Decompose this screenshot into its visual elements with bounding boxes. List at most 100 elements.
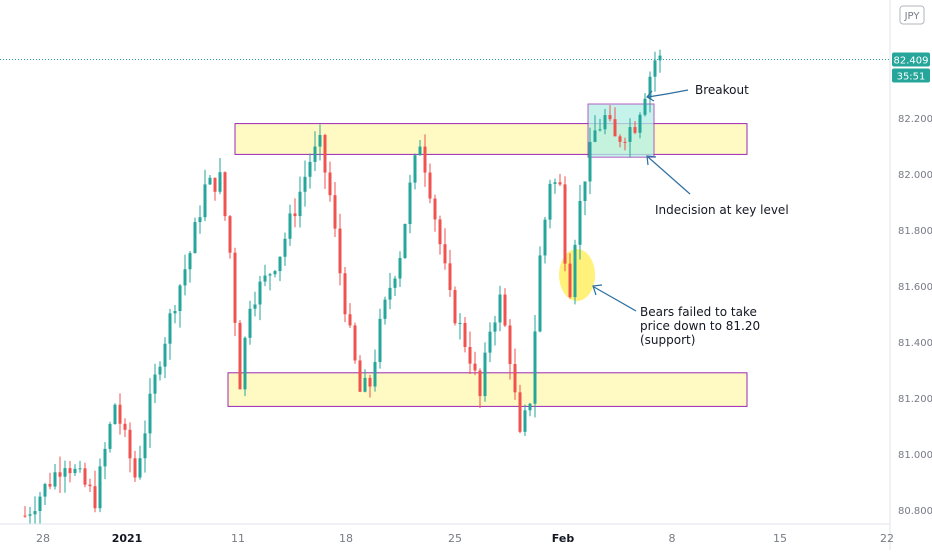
candle [328,161,332,202]
candle [523,404,527,437]
candle [303,160,307,207]
candle-body [543,219,547,256]
candle [133,450,137,482]
candle [558,173,562,186]
candle-body [623,141,627,143]
candle-body [618,136,622,142]
candle [93,470,97,513]
candle [368,374,372,398]
candle-body [413,155,417,183]
candle-body [323,135,327,173]
indecision-arrow [647,156,691,195]
candle [628,118,632,158]
candle [603,108,607,135]
time-tick-15: 15 [773,532,787,545]
candle-body [68,468,72,474]
candle-body [238,322,242,390]
candle-body [293,213,297,217]
candle [468,331,472,375]
candle [578,184,582,260]
bears-label-line2: price down to 81.20 [640,319,760,333]
candle [613,107,617,137]
candle-body [338,228,342,274]
candle [168,308,172,360]
candle-body [448,263,452,291]
resistance-zone[interactable] [234,123,748,155]
candle-body [223,172,227,217]
candle-body [383,299,387,319]
candle-body [608,115,612,120]
candle [128,422,132,473]
candle [68,461,72,483]
time-tick-22: 22 [880,532,894,545]
currency-badge[interactable] [899,5,925,25]
candle-body [633,127,637,133]
candle [163,337,167,379]
candle-body [613,119,617,137]
price-tick-5: 81.200 [898,394,932,405]
candle-body [438,219,442,245]
breakout-box[interactable] [587,103,655,158]
candle-body [128,429,132,459]
candle [518,384,522,434]
candle-body [508,325,512,365]
candle-body [538,255,542,332]
candle-body [468,347,472,364]
candle [108,421,112,453]
price-axis[interactable]: JPY 82.200 82.000 81.800 81.600 81.400 8… [889,0,932,550]
candle [88,478,92,493]
candle-body [643,98,647,115]
candle [538,246,542,333]
candle [583,181,587,216]
candle-body [263,275,267,282]
candle [508,319,512,380]
candle-body [198,217,202,223]
candle [238,320,242,390]
candle-body [373,361,377,387]
candle [493,315,497,346]
candle-body [33,511,37,515]
candle-body [418,146,422,156]
time-axis[interactable]: 28 2021 11 18 25 Feb 8 15 22 [0,523,894,545]
candle-body [603,115,607,130]
candle-body [518,392,522,432]
candle [403,223,407,260]
candle [458,313,462,340]
candle-body [408,182,412,224]
candle [103,442,107,480]
candle-body [23,515,27,517]
candle [118,393,122,435]
candle [588,127,592,195]
candle-body [143,433,147,459]
candle-body [463,322,467,348]
candle-body [398,257,402,279]
candle [43,482,47,505]
price-tick-3: 81.600 [898,282,932,293]
candle-body [253,304,257,309]
candle-body [298,191,302,217]
candle-body [638,114,642,133]
candle [183,254,187,296]
candle [528,402,532,417]
time-tick-8: 8 [669,532,676,545]
candle-body [388,287,392,300]
candle-body [93,486,97,509]
candle-body [213,177,217,192]
candle-body [103,448,107,467]
candle [378,308,382,369]
candle-body [208,177,212,185]
candle [58,456,62,493]
candle [243,336,247,397]
candle [548,179,552,229]
candle-body [288,213,292,239]
candle-body [123,423,127,430]
candle [398,251,402,288]
candle-body [308,161,312,177]
candle-body [158,366,162,375]
support-zone[interactable] [227,372,748,407]
candle-body [553,182,557,184]
candle [248,300,252,345]
candle [653,51,657,92]
